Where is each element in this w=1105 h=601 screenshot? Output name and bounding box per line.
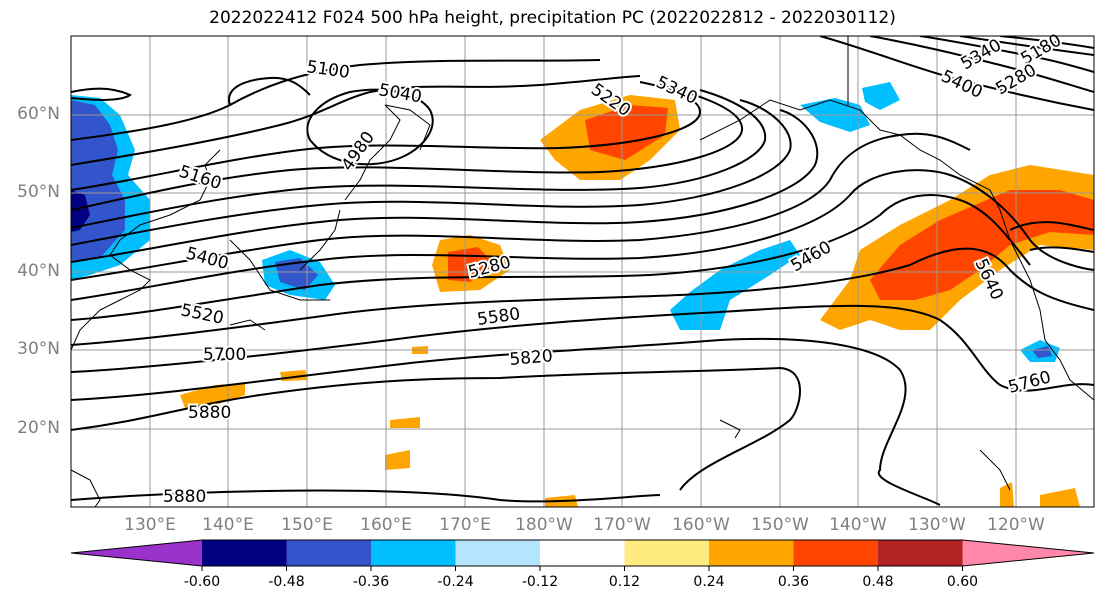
lon-label-120w: 120°W bbox=[987, 515, 1045, 535]
contour-label: 5400 bbox=[184, 244, 231, 275]
lon-label-160e: 160°E bbox=[360, 515, 412, 535]
colorbar-tick-label: -0.48 bbox=[268, 574, 305, 590]
lon-label-130e: 130°E bbox=[124, 515, 176, 535]
colorbar-seg-4 bbox=[455, 540, 540, 566]
lat-label-30n: 30°N bbox=[17, 339, 60, 359]
contour-label: 5460 bbox=[788, 237, 835, 276]
colorbar-tick-label: 0.24 bbox=[693, 574, 725, 590]
contour-label: 5700 bbox=[203, 345, 246, 365]
colorbar-tick-label: -0.24 bbox=[437, 574, 474, 590]
colorbar-seg-3 bbox=[371, 540, 456, 566]
colorbar-seg-0 bbox=[71, 540, 202, 566]
precip-positive-spot-8 bbox=[1000, 482, 1014, 507]
precip-negative-pacific bbox=[670, 240, 800, 330]
precip-negative-asia-core bbox=[71, 190, 90, 232]
lon-label-140w: 140°W bbox=[829, 515, 887, 535]
lat-label-60n: 60°N bbox=[17, 104, 60, 124]
colorbar-tick-label: 0.48 bbox=[862, 574, 894, 590]
colorbar-tick-label: 0.12 bbox=[608, 574, 641, 590]
precip-positive-spot-4 bbox=[385, 450, 410, 470]
precip-negative-alaska-2 bbox=[862, 82, 900, 110]
lon-label-150e: 150°E bbox=[281, 515, 333, 535]
contour-label: 5880 bbox=[163, 487, 206, 507]
lon-label-140e: 140°E bbox=[202, 515, 254, 535]
colorbar-seg-1 bbox=[202, 540, 287, 566]
colorbar-tick-label: 0.60 bbox=[946, 574, 979, 590]
height-contours bbox=[71, 36, 1094, 506]
colorbar-seg-6 bbox=[624, 540, 709, 566]
precip-positive-bering-core bbox=[585, 105, 668, 160]
precip-shading bbox=[71, 82, 1094, 507]
colorbar-seg-5 bbox=[540, 540, 625, 566]
colorbar-tick-label: 0.36 bbox=[777, 574, 810, 590]
map-frame bbox=[70, 35, 1095, 508]
lon-label-150w: 150°W bbox=[751, 515, 809, 535]
contour-label: 5040 bbox=[377, 80, 423, 107]
contour-label: 5820 bbox=[509, 346, 554, 370]
gridlines bbox=[71, 36, 1094, 507]
colorbar-tick-label: -0.60 bbox=[183, 574, 221, 590]
lon-label-160w: 160°W bbox=[672, 515, 730, 535]
lon-label-170w: 170°W bbox=[593, 515, 651, 535]
lon-label-130w: 130°W bbox=[908, 515, 966, 535]
map-title: 2022022412 F024 500 hPa height, precipit… bbox=[209, 8, 896, 28]
colorbar-tick-label: -0.36 bbox=[352, 574, 390, 590]
precip-positive-spot-5 bbox=[390, 417, 420, 428]
lon-label-180w: 180°W bbox=[515, 515, 573, 535]
colorbar-seg-7 bbox=[709, 540, 794, 566]
colorbar bbox=[70, 539, 1095, 571]
lat-label-50n: 50°N bbox=[17, 182, 60, 202]
lon-label-170e: 170°E bbox=[439, 515, 491, 535]
contour-label: 5760 bbox=[1006, 367, 1053, 398]
colorbar-tick-label: -0.12 bbox=[521, 574, 559, 590]
precip-positive-spot-7 bbox=[1040, 488, 1080, 507]
contour-label: 5160 bbox=[176, 162, 223, 194]
contour-label: 5400 bbox=[938, 66, 986, 102]
lat-label-40n: 40°N bbox=[17, 261, 60, 281]
contour-label: 5100 bbox=[305, 57, 351, 83]
precip-negative-baja-core bbox=[1032, 346, 1052, 358]
contour-label: 5340 bbox=[958, 35, 1005, 74]
contour-label: 5880 bbox=[188, 403, 231, 423]
colorbar-seg-2 bbox=[286, 540, 371, 566]
lat-label-20n: 20°N bbox=[17, 418, 60, 438]
precip-positive-spot-1 bbox=[180, 383, 245, 408]
contour-label: 5520 bbox=[179, 300, 225, 329]
colorbar-seg-9 bbox=[878, 540, 963, 566]
colorbar-seg-10 bbox=[962, 540, 1094, 566]
colorbar-seg-8 bbox=[793, 540, 878, 566]
